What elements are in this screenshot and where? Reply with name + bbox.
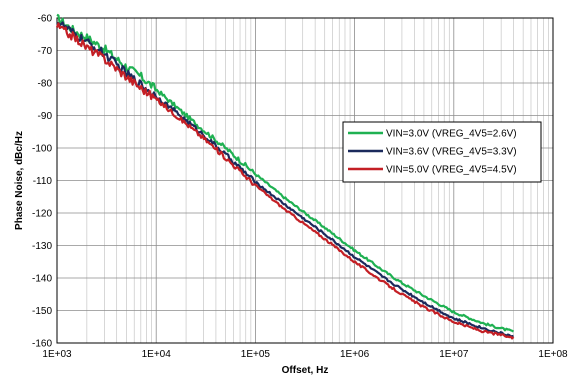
y-tick-label: -150 bbox=[32, 306, 52, 317]
y-tick-label: -140 bbox=[32, 274, 52, 285]
y-tick-label: -120 bbox=[32, 209, 52, 220]
y-tick-label: -60 bbox=[38, 14, 53, 25]
x-tick-label: 1E+04 bbox=[142, 349, 172, 360]
x-axis-title: Offset, Hz bbox=[282, 365, 329, 376]
y-axis-title: Phase Noise, dBc/Hz bbox=[14, 131, 25, 230]
series-line-2 bbox=[56, 21, 514, 338]
x-tick-label: 1E+08 bbox=[538, 349, 568, 360]
x-tick-label: 1E+03 bbox=[42, 349, 72, 360]
plot-area-border bbox=[56, 17, 554, 344]
y-tick-label: -110 bbox=[33, 176, 53, 187]
legend: VIN=3.0V (VREG_4V5=2.6V) VIN=3.6V (VREG_4… bbox=[342, 121, 542, 183]
series-lines bbox=[55, 13, 515, 340]
series-line-3 bbox=[55, 22, 515, 340]
x-tick-label: 1E+07 bbox=[439, 349, 469, 360]
y-tick-label: -100 bbox=[32, 144, 52, 155]
legend-label-1: VIN=3.0V (VREG_4V5=2.6V) bbox=[386, 129, 517, 140]
y-tick-label: -80 bbox=[38, 79, 53, 90]
y-axis-ticks: -60 -70 -80 -90 -100 -110 -120 -130 -140 -150 -160 bbox=[32, 14, 52, 350]
y-tick-label: -130 bbox=[32, 241, 52, 252]
x-tick-label: 1E+05 bbox=[241, 349, 271, 360]
y-tick-label: -90 bbox=[38, 111, 53, 122]
x-axis-ticks: 1E+03 1E+04 1E+05 1E+06 1E+07 1E+08 bbox=[42, 349, 568, 360]
y-tick-label: -70 bbox=[38, 46, 53, 57]
series-line-1 bbox=[56, 13, 515, 333]
legend-items: VIN=3.0V (VREG_4V5=2.6V) VIN=3.6V (VREG_4… bbox=[348, 129, 517, 176]
x-tick-label: 1E+06 bbox=[340, 349, 370, 360]
legend-label-3: VIN=5.0V (VREG_4V5=4.5V) bbox=[386, 165, 517, 176]
legend-label-2: VIN=3.6V (VREG_4V5=3.3V) bbox=[386, 147, 517, 158]
gridlines bbox=[56, 17, 554, 344]
y-tick-label: -160 bbox=[32, 339, 52, 350]
